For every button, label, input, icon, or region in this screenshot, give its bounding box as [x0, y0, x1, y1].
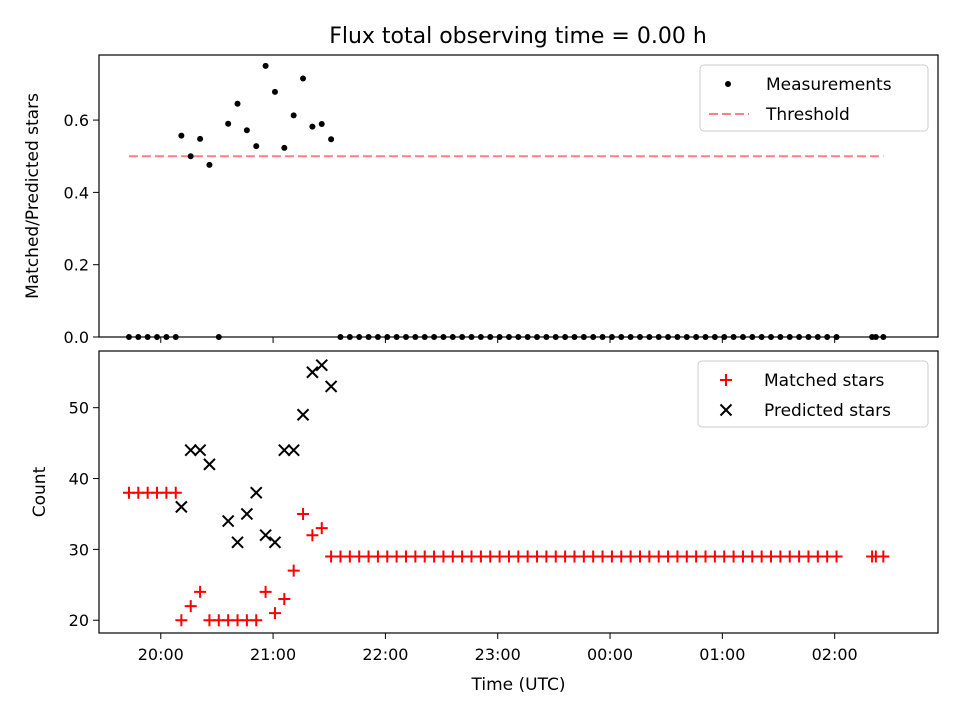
predicted-star-point — [324, 380, 338, 393]
measurement-point — [178, 132, 185, 139]
measurement-point — [197, 135, 204, 142]
series-matched-stars — [122, 486, 890, 627]
predicted-star-point — [184, 443, 197, 457]
predicted-star-point — [193, 443, 207, 457]
legend-box — [699, 64, 929, 132]
measurement-point — [281, 144, 288, 151]
axes-frame — [98, 350, 939, 634]
matched-star-point — [250, 614, 263, 627]
predicted-star-point — [175, 500, 188, 514]
matched-star-point — [175, 614, 188, 627]
legend-box — [697, 360, 929, 428]
predicted-star-point — [296, 408, 310, 421]
legend-marker-predicted — [719, 403, 733, 417]
x-tick-label: 00:00 — [587, 645, 633, 664]
x-axis-label: Time (UTC) — [471, 675, 566, 695]
measurement-point — [328, 136, 335, 143]
measurement-point — [253, 143, 260, 150]
measurement-point — [206, 161, 213, 168]
measurement-point — [290, 112, 297, 119]
matched-star-point — [306, 529, 319, 542]
predicted-star-point — [221, 514, 235, 528]
x-tick-label: 22:00 — [362, 645, 408, 664]
chart-title: Flux total observing time = 0.00 h — [329, 24, 707, 49]
legend-marker-measurements — [725, 81, 731, 87]
predicted-star-point — [278, 443, 291, 457]
predicted-star-point — [240, 507, 254, 521]
matched-star-point — [830, 550, 843, 563]
predicted-star-point — [268, 536, 282, 549]
matched-star-point — [268, 607, 281, 620]
x-tick-label: 23:00 — [475, 645, 521, 664]
y-tick-label: 20 — [69, 611, 89, 630]
y-tick-label: 0.2 — [64, 256, 89, 275]
series-measurements — [125, 62, 887, 340]
predicted-star-point — [203, 458, 216, 471]
matched-star-point — [877, 550, 890, 563]
measurement-point — [318, 121, 325, 128]
matched-star-point — [194, 585, 207, 598]
x-tick-label: 21:00 — [250, 645, 296, 664]
axes-frame — [98, 54, 939, 338]
legend: Matched stars Predicted stars — [697, 360, 929, 428]
y-tick-label: 0.0 — [64, 328, 89, 347]
measurement-point — [309, 123, 316, 130]
matched-star-point — [278, 592, 291, 605]
predicted-star-point — [306, 366, 319, 379]
legend: Measurements Threshold — [699, 64, 929, 132]
series-predicted-stars — [175, 358, 338, 549]
legend-marker-matched — [720, 374, 732, 386]
matched-star-point — [287, 564, 300, 577]
y-axis-label: Matched/Predicted stars — [23, 93, 43, 299]
y-tick-label: 0.6 — [64, 111, 89, 130]
legend-label: Matched stars — [764, 371, 884, 391]
y-tick-label: 0.4 — [64, 183, 89, 202]
predicted-star-point — [287, 443, 300, 457]
measurement-point — [271, 88, 278, 95]
matched-star-point — [184, 600, 197, 613]
y-tick-label: 30 — [69, 540, 89, 559]
matched-star-point — [259, 585, 272, 598]
measurement-point — [225, 120, 232, 127]
measurement-point — [243, 127, 250, 134]
legend-label: Measurements — [766, 75, 892, 95]
x-tick-label: 20:00 — [138, 645, 184, 664]
measurement-point — [300, 75, 307, 82]
ratio-panel: 0.0 0.2 0.4 0.6 Matched/Predicted stars Measu… — [23, 54, 939, 347]
y-axis-label: Count — [30, 466, 50, 517]
legend-label: Threshold — [765, 105, 850, 125]
matched-star-point — [169, 486, 182, 499]
measurement-point — [262, 62, 269, 69]
predicted-star-point — [315, 358, 328, 372]
legend-label: Predicted stars — [764, 401, 891, 421]
predicted-star-point — [231, 536, 244, 549]
y-tick-label: 40 — [69, 470, 89, 489]
predicted-star-point — [259, 529, 272, 542]
measurement-point — [187, 153, 194, 160]
measurement-point — [234, 100, 241, 107]
matched-star-point — [297, 507, 310, 520]
predicted-star-point — [250, 486, 263, 499]
y-tick-label: 50 — [69, 399, 89, 418]
x-tick-label: 02:00 — [812, 645, 858, 664]
matched-star-point — [315, 522, 328, 535]
count-panel: 20 30 40 50 20:00 21:00 22:00 23:00 00:00 01:00 02… — [30, 350, 939, 695]
x-tick-label: 01:00 — [699, 645, 745, 664]
